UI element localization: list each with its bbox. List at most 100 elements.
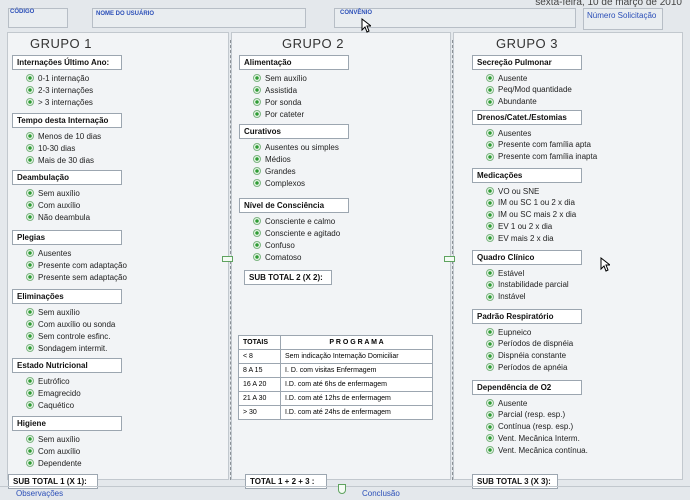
radio-icon[interactable] <box>26 261 34 269</box>
radio-option[interactable]: Comatoso <box>253 251 301 263</box>
radio-option[interactable]: Sem auxílio <box>26 433 80 445</box>
radio-option[interactable]: Com auxílio ou sonda <box>26 318 115 330</box>
radio-option[interactable]: Abundante <box>486 96 537 108</box>
radio-option[interactable]: Por sonda <box>253 96 301 108</box>
radio-icon[interactable] <box>26 273 34 281</box>
radio-icon[interactable] <box>253 229 261 237</box>
radio-icon[interactable] <box>26 389 34 397</box>
radio-option[interactable]: Ausente <box>486 397 527 409</box>
radio-icon[interactable] <box>253 98 261 106</box>
radio-icon[interactable] <box>486 222 494 231</box>
radio-icon[interactable] <box>26 320 34 328</box>
radio-icon[interactable] <box>253 143 261 151</box>
radio-icon[interactable] <box>26 435 34 443</box>
radio-icon[interactable] <box>26 189 34 197</box>
radio-option[interactable]: Parcial (resp. esp.) <box>486 409 565 421</box>
radio-option[interactable]: Complexos <box>253 177 305 189</box>
radio-icon[interactable] <box>486 328 494 336</box>
radio-option[interactable]: Ausentes <box>486 127 531 139</box>
radio-option[interactable]: VO ou SNE <box>486 185 539 197</box>
radio-icon[interactable] <box>486 187 494 195</box>
radio-icon[interactable] <box>486 434 494 443</box>
radio-icon[interactable] <box>486 363 494 372</box>
radio-icon[interactable] <box>26 401 34 409</box>
radio-option[interactable]: Médios <box>253 153 291 165</box>
radio-option[interactable]: Presente sem adaptação <box>26 271 127 283</box>
radio-option[interactable]: Sem auxílio <box>26 306 80 318</box>
radio-option[interactable]: EV 1 ou 2 x dia <box>486 220 552 232</box>
radio-icon[interactable] <box>486 74 494 82</box>
radio-icon[interactable] <box>253 217 261 225</box>
radio-option[interactable]: Sondagem intermit. <box>26 342 107 354</box>
radio-icon[interactable] <box>26 98 34 106</box>
radio-option[interactable]: IM ou SC 1 ou 2 x dia <box>486 197 575 209</box>
radio-option[interactable]: Por cateter <box>253 108 304 120</box>
radio-option[interactable]: Emagrecido <box>26 387 81 399</box>
radio-icon[interactable] <box>253 86 261 94</box>
radio-icon[interactable] <box>253 241 261 249</box>
radio-option[interactable]: Períodos de apnéia <box>486 361 567 373</box>
radio-icon[interactable] <box>486 210 494 219</box>
radio-option[interactable]: Mais de 30 dias <box>26 154 94 166</box>
radio-option[interactable]: 0-1 internação <box>26 72 89 84</box>
codigo-field[interactable] <box>8 8 68 28</box>
radio-icon[interactable] <box>486 129 494 137</box>
radio-icon[interactable] <box>486 152 494 161</box>
radio-option[interactable]: Eupneico <box>486 326 531 338</box>
radio-option[interactable]: Grandes <box>253 165 296 177</box>
splitter-handle-right[interactable] <box>444 256 455 262</box>
radio-option[interactable]: Presente com adaptação <box>26 259 127 271</box>
radio-icon[interactable] <box>26 201 34 209</box>
radio-option[interactable]: Presente com família apta <box>486 139 591 151</box>
nome-usuario-field[interactable] <box>92 8 306 28</box>
radio-option[interactable]: Peq/Mod quantidade <box>486 84 572 96</box>
radio-icon[interactable] <box>486 410 494 419</box>
radio-icon[interactable] <box>26 377 34 385</box>
radio-option[interactable]: Assistida <box>253 84 297 96</box>
radio-option[interactable]: Dispnéia constante <box>486 350 566 362</box>
observacoes-label[interactable]: Observações <box>16 489 64 498</box>
radio-icon[interactable] <box>486 446 494 455</box>
radio-option[interactable]: EV mais 2 x dia <box>486 232 554 244</box>
radio-option[interactable]: Vent. Mecânica contínua. <box>486 444 588 456</box>
radio-icon[interactable] <box>26 308 34 316</box>
radio-icon[interactable] <box>26 332 34 340</box>
radio-option[interactable]: Consciente e calmo <box>253 215 335 227</box>
radio-icon[interactable] <box>26 213 34 221</box>
radio-icon[interactable] <box>26 459 34 467</box>
radio-option[interactable]: Estável <box>486 267 524 279</box>
radio-icon[interactable] <box>26 144 34 152</box>
radio-option[interactable]: Ausentes ou simples <box>253 141 339 153</box>
radio-option[interactable]: Sem auxílio <box>253 72 307 84</box>
radio-icon[interactable] <box>486 351 494 360</box>
radio-icon[interactable] <box>26 344 34 352</box>
radio-option[interactable]: 2-3 internações <box>26 84 93 96</box>
radio-option[interactable]: Ausente <box>486 72 527 84</box>
radio-option[interactable]: > 3 internações <box>26 96 93 108</box>
radio-option[interactable]: Períodos de dispnéia <box>486 338 573 350</box>
radio-icon[interactable] <box>26 156 34 164</box>
radio-option[interactable]: Vent. Mecânica Interm. <box>486 432 580 444</box>
conclusao-label[interactable]: Conclusão <box>362 489 400 498</box>
radio-option[interactable]: IM ou SC mais 2 x dia <box>486 209 576 221</box>
radio-icon[interactable] <box>26 86 34 94</box>
numero-solicitacao-field[interactable]: Número Solicitação <box>583 8 663 30</box>
radio-icon[interactable] <box>486 399 494 407</box>
radio-option[interactable]: Contínua (resp. esp.) <box>486 421 573 433</box>
radio-option[interactable]: Caquético <box>26 399 74 411</box>
radio-icon[interactable] <box>253 253 261 261</box>
radio-option[interactable]: 10-30 dias <box>26 142 75 154</box>
radio-icon[interactable] <box>26 132 34 140</box>
radio-icon[interactable] <box>486 280 494 289</box>
radio-icon[interactable] <box>486 198 494 207</box>
radio-icon[interactable] <box>486 140 494 149</box>
radio-icon[interactable] <box>486 97 494 106</box>
radio-option[interactable]: Instável <box>486 291 526 303</box>
radio-option[interactable]: Instabilidade parcial <box>486 279 569 291</box>
radio-option[interactable]: Menos de 10 dias <box>26 130 101 142</box>
radio-icon[interactable] <box>486 292 494 301</box>
radio-option[interactable]: Com auxílio <box>26 199 80 211</box>
radio-option[interactable]: Eutrófico <box>26 375 70 387</box>
radio-option[interactable]: Ausentes <box>26 247 71 259</box>
radio-option[interactable]: Sem controle esfinc. <box>26 330 110 342</box>
